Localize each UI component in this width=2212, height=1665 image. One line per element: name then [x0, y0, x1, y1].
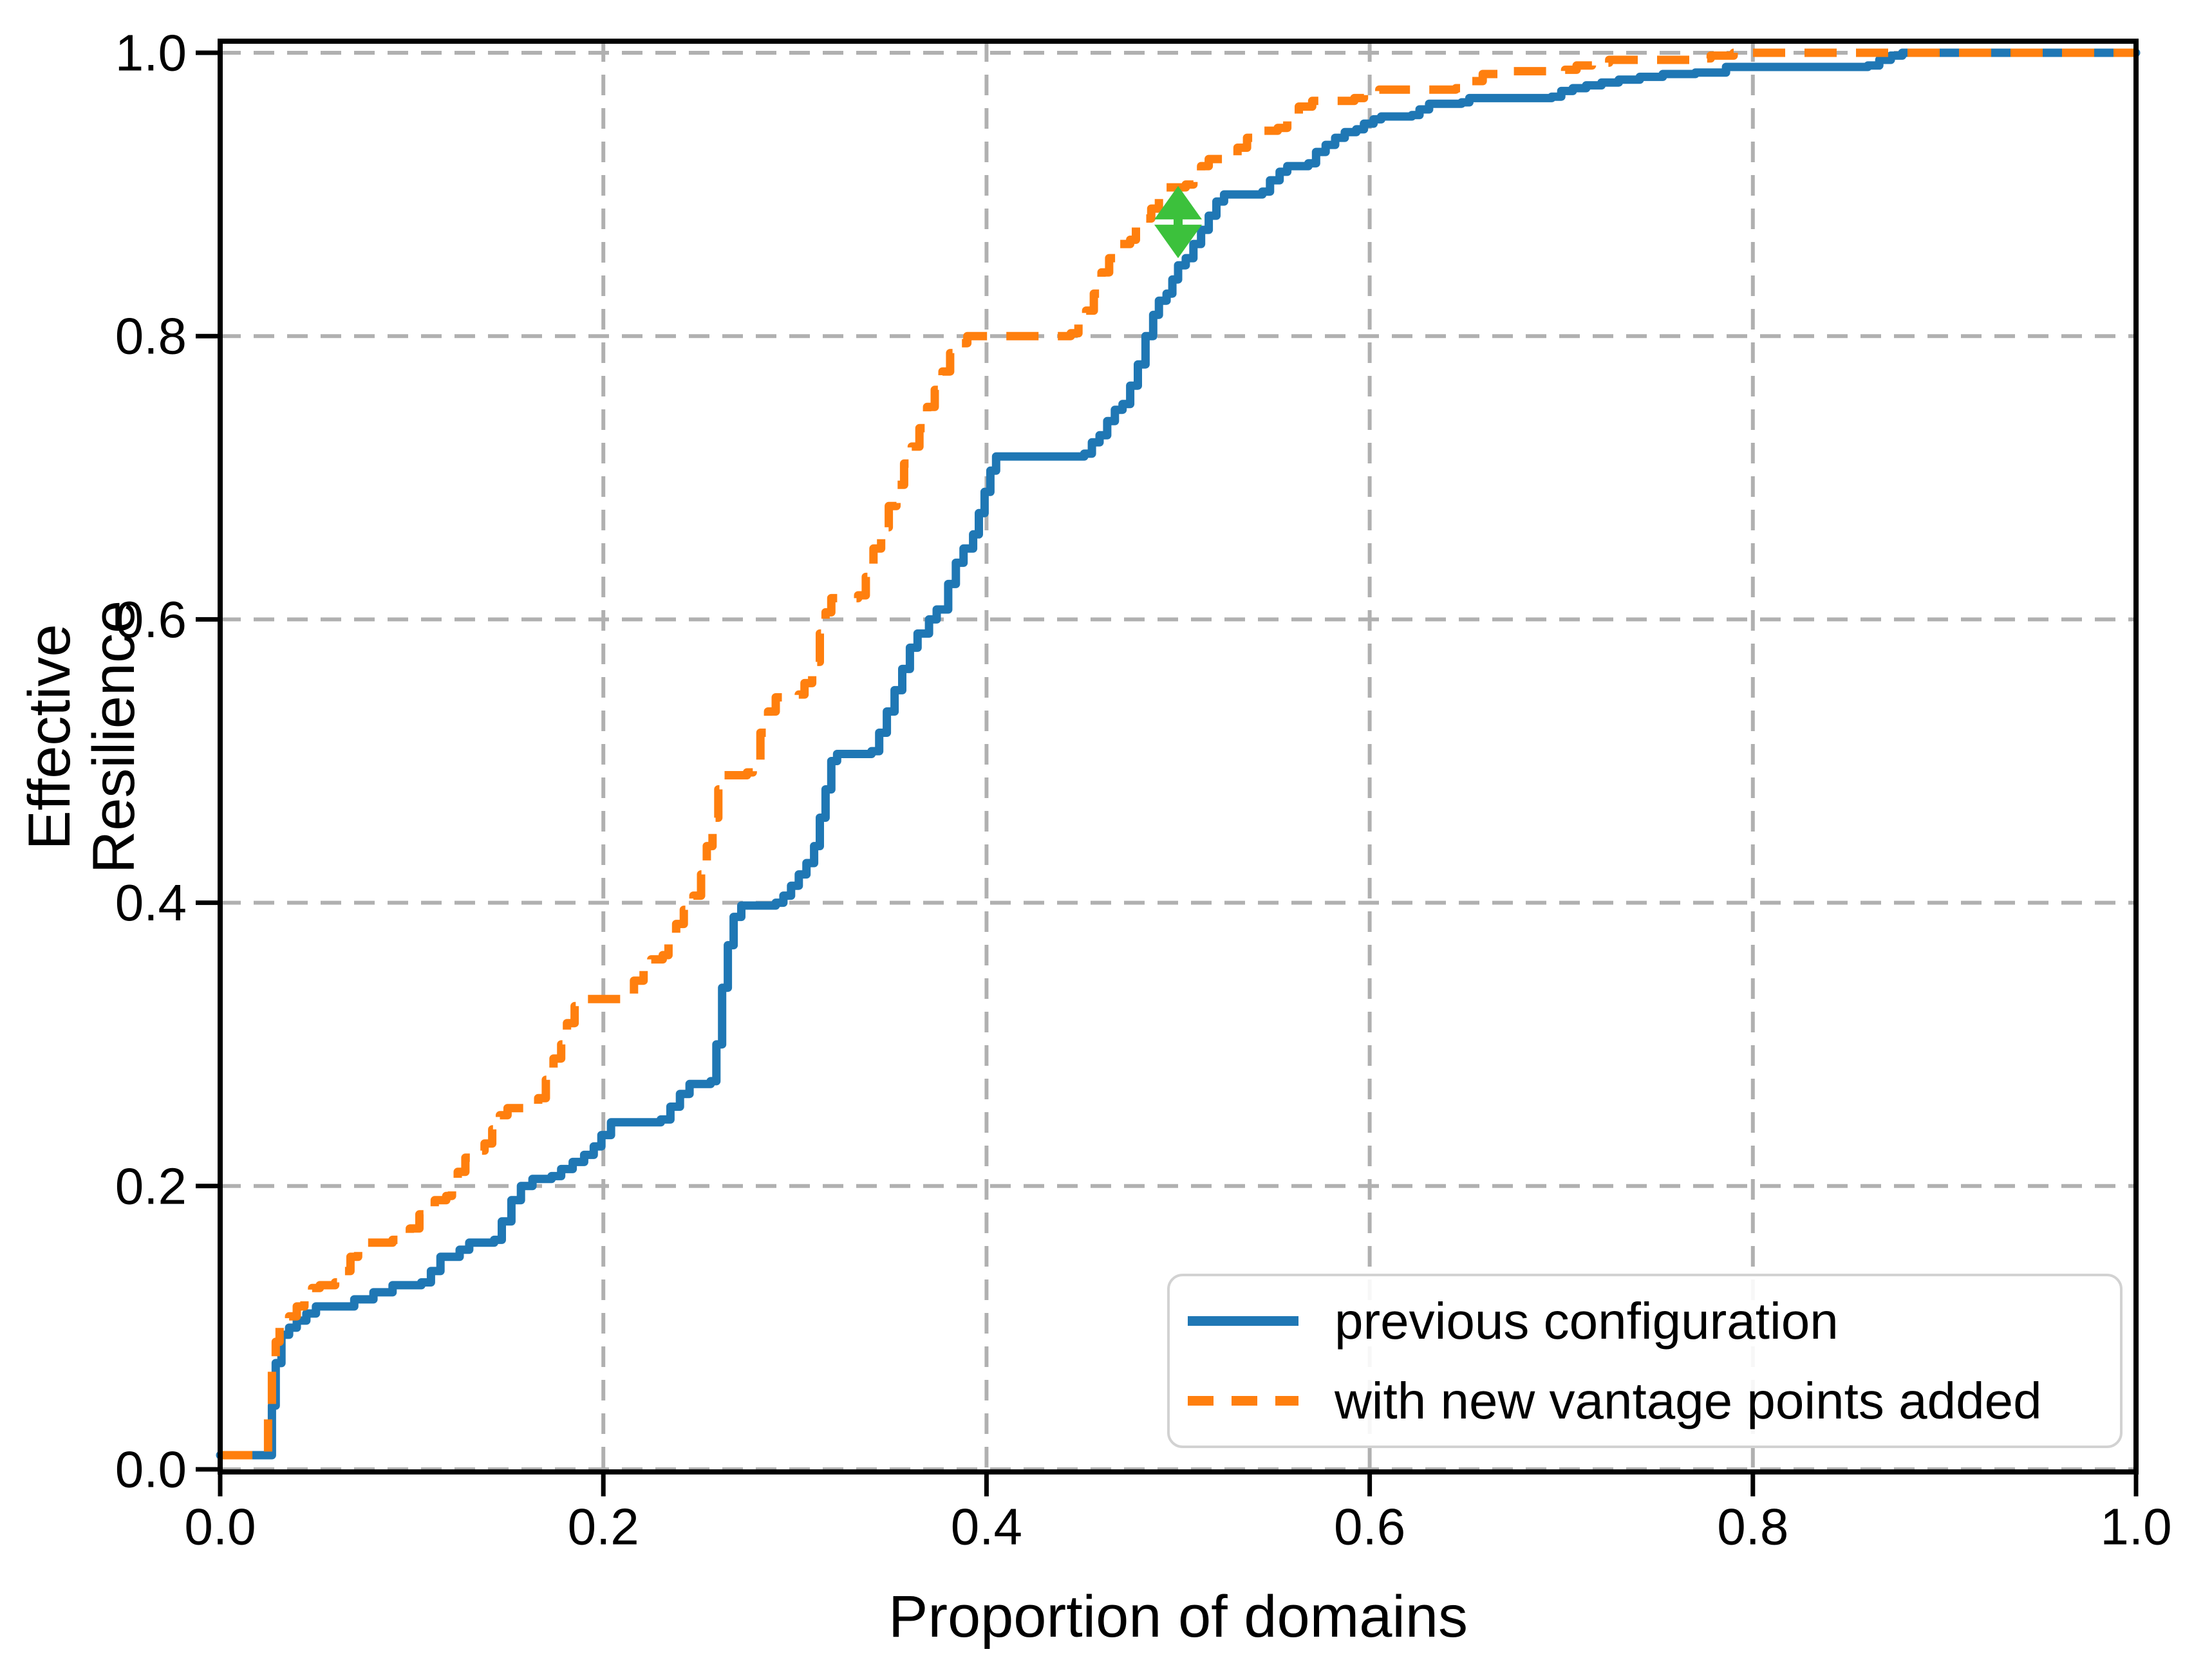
- delta-arrow-head-up: [1154, 185, 1202, 219]
- x-tick-label: 0.4: [951, 1498, 1022, 1556]
- series-line-with-new-vantage-points: [220, 48, 2136, 1460]
- series-line-previous-configuration: [216, 48, 2141, 1460]
- x-tick-label: 0.0: [184, 1498, 256, 1556]
- y-tick-label: 0.0: [115, 1441, 187, 1498]
- x-tick-label: 1.0: [2100, 1498, 2171, 1556]
- y-tick-label: 0.4: [115, 874, 187, 931]
- y-tick-label: 0.8: [115, 308, 187, 365]
- x-tick-label: 0.8: [1717, 1498, 1788, 1556]
- legend-item-new-vantage-points: with new vantage points added: [1188, 1372, 2120, 1430]
- legend-item-previous-configuration: previous configuration: [1188, 1292, 2120, 1350]
- legend-label: with new vantage points added: [1335, 1372, 2042, 1429]
- legend-swatch-solid-line-icon: [1188, 1316, 1298, 1326]
- axes-spines: [218, 39, 2139, 1474]
- y-tick-label: 1.0: [115, 24, 187, 82]
- y-tick-label: 0.2: [115, 1157, 187, 1214]
- x-axis-title: Proportion of domains: [888, 1584, 1468, 1650]
- x-tick-label: 0.2: [568, 1498, 639, 1556]
- delta-arrow-head-down: [1154, 225, 1202, 259]
- x-tick-label: 0.6: [1334, 1498, 1405, 1556]
- y-tick-label: 0.6: [115, 591, 187, 648]
- legend-label: previous configuration: [1335, 1292, 1839, 1350]
- y-axis-title: Effective Resilience: [17, 600, 147, 874]
- legend-swatch-dashed-line-icon: [1188, 1396, 1298, 1406]
- legend: previous configuration with new vantage …: [1167, 1274, 2123, 1448]
